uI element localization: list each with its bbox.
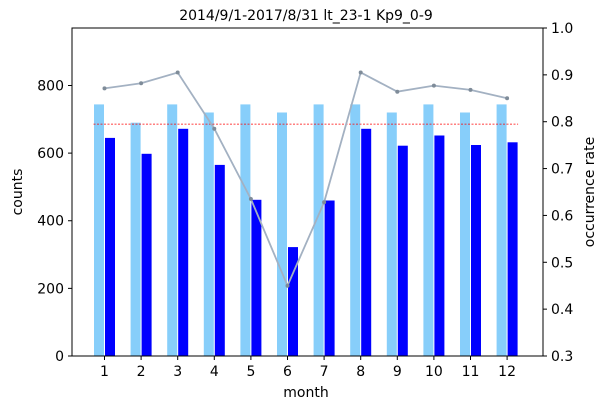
bar-total-counts [460, 112, 470, 356]
y-left-tick-label: 400 [37, 214, 64, 230]
y-left-axis-ticks: 0 200 400 600 800 [37, 78, 72, 365]
occurrence-rate-point [285, 283, 290, 288]
occurrence-rate-point [175, 70, 180, 75]
y-left-tick-label: 600 [37, 146, 64, 162]
y-right-tick-label: 0.8 [551, 115, 573, 131]
bar-total-counts [496, 104, 507, 357]
chart-title: 2014/9/1-2017/8/31 lt_23-1 Kp9_0-9 [179, 8, 433, 24]
bar-event-counts [507, 142, 518, 356]
occurrence-rate-point [505, 96, 510, 101]
y-right-axis-ticks: 0.3 0.4 0.5 0.6 0.7 0.8 0.9 1.0 [543, 21, 573, 365]
x-tick-label: 8 [356, 364, 365, 380]
plot-frame [71, 27, 544, 357]
bar-total-counts [313, 104, 324, 357]
x-tick-label: 6 [283, 364, 292, 380]
y-left-tick-label: 0 [55, 349, 64, 365]
y-left-tick-label: 800 [37, 78, 64, 94]
y-left-tick-label: 200 [37, 281, 64, 297]
bar-total-counts [94, 104, 104, 357]
bar-event-counts [434, 135, 445, 356]
occurrence-rate-line [104, 71, 508, 288]
x-tick-label: 2 [137, 364, 146, 380]
bar-event-counts [288, 247, 298, 356]
occurrence-rate-point [322, 200, 327, 205]
x-axis-label: month [283, 385, 328, 400]
bars-layer [94, 104, 518, 357]
bar-total-counts [130, 122, 141, 356]
y-right-tick-label: 0.4 [551, 302, 573, 318]
bar-event-counts [397, 145, 408, 356]
occurrence-rate-point [431, 83, 436, 88]
y-right-tick-label: 0.3 [551, 349, 573, 365]
x-tick-label: 9 [393, 364, 402, 380]
bar-total-counts [203, 112, 214, 356]
y-right-tick-label: 1.0 [551, 21, 573, 37]
y-right-tick-label: 0.9 [551, 68, 573, 84]
x-tick-label: 5 [246, 364, 255, 380]
bar-total-counts [423, 104, 434, 357]
y-right-tick-label: 0.7 [551, 162, 573, 178]
x-tick-label: 4 [210, 364, 219, 380]
occurrence-rate-point [139, 81, 144, 86]
bar-total-counts [277, 112, 287, 356]
occurrence-rate-point [358, 70, 363, 75]
y-right-axis-label: occurrence rate [582, 137, 598, 247]
x-tick-label: 12 [498, 364, 516, 380]
line-layer [93, 70, 519, 288]
x-tick-label: 11 [462, 364, 480, 380]
bar-event-counts [471, 145, 481, 356]
x-tick-label: 7 [320, 364, 329, 380]
x-tick-label: 1 [100, 364, 109, 380]
y-left-axis-label: counts [10, 169, 26, 216]
bar-event-counts [178, 128, 189, 356]
occurrence-rate-point [468, 87, 473, 92]
bar-event-counts [105, 137, 115, 356]
y-right-tick-label: 0.5 [551, 255, 573, 271]
bar-event-counts [361, 128, 372, 356]
bar-event-counts [324, 200, 335, 356]
occurrence-rate-point [248, 197, 253, 201]
x-axis-ticks: 1 2 3 4 5 6 7 8 9 10 11 12 [100, 356, 516, 380]
y-right-tick-label: 0.6 [551, 208, 573, 224]
x-tick-label: 10 [425, 364, 443, 380]
bar-total-counts [350, 104, 361, 357]
occurrence-rate-point [212, 126, 217, 131]
occurrence-rate-point [395, 89, 400, 94]
bar-total-counts [386, 112, 397, 356]
bar-event-counts [251, 199, 262, 356]
bar-event-counts [214, 164, 225, 356]
bar-total-counts [167, 104, 178, 357]
occurrence-rate-point [102, 86, 107, 91]
bar-event-counts [141, 153, 152, 356]
bar-total-counts [240, 104, 251, 357]
x-tick-label: 3 [173, 364, 182, 380]
